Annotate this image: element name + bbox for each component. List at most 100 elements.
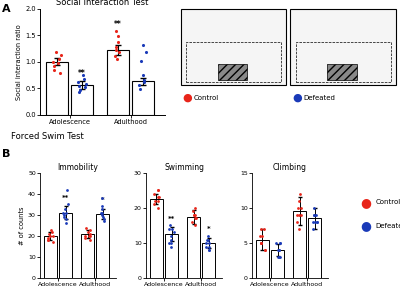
Point [45, 238, 52, 243]
Point [168, 234, 174, 238]
Point [75, 79, 81, 84]
Point [155, 195, 161, 200]
Point [63, 210, 69, 215]
Text: Defeated: Defeated [303, 95, 335, 101]
Y-axis label: Social interaction ratio: Social interaction ratio [16, 24, 22, 99]
Point [86, 234, 92, 238]
Point [206, 248, 212, 252]
Point [50, 240, 56, 245]
Point [62, 221, 69, 226]
Bar [132, 81, 154, 115]
Title: Social Interaction Test: Social Interaction Test [56, 0, 149, 7]
Point [76, 90, 83, 95]
Point [261, 248, 268, 252]
Text: **: ** [62, 195, 69, 201]
Bar [293, 211, 306, 278]
Point [76, 84, 83, 89]
Point [156, 195, 162, 200]
Point [312, 213, 319, 217]
Point [50, 234, 56, 238]
Point [62, 217, 69, 221]
Point [86, 234, 93, 238]
Point [116, 50, 122, 54]
Point [191, 213, 197, 217]
Point [137, 87, 144, 91]
Point [170, 230, 177, 235]
Point [258, 241, 264, 245]
Point [262, 248, 268, 252]
Point [258, 226, 264, 231]
Point [192, 205, 198, 210]
Point [273, 241, 279, 245]
Point [82, 234, 88, 238]
Point [295, 226, 302, 231]
Point [61, 215, 67, 219]
Point [80, 73, 86, 77]
Text: *: * [101, 197, 104, 203]
Point [142, 50, 149, 54]
Text: **: ** [168, 216, 175, 222]
Point [166, 226, 172, 231]
Point [204, 237, 210, 242]
Text: **: ** [78, 69, 86, 78]
Point [152, 198, 158, 203]
Point [276, 255, 283, 260]
Point [259, 234, 265, 238]
Point [48, 227, 55, 232]
Point [85, 229, 91, 234]
Point [311, 205, 317, 210]
Point [154, 188, 161, 193]
Point [65, 202, 71, 207]
Point [57, 71, 64, 76]
Point [169, 226, 176, 231]
Point [61, 213, 68, 217]
Point [98, 206, 105, 211]
Point [206, 244, 212, 249]
Point [138, 58, 144, 63]
Point [87, 238, 93, 243]
Point [47, 234, 53, 238]
Point [298, 205, 305, 210]
Point [188, 220, 195, 224]
Point [112, 54, 118, 59]
Point [141, 79, 147, 84]
Text: Control: Control [194, 95, 219, 101]
Bar [187, 217, 200, 278]
Text: Forced Swim Test: Forced Swim Test [11, 132, 84, 141]
Point [203, 241, 210, 245]
Text: ●: ● [183, 93, 192, 103]
Point [294, 213, 300, 217]
Point [295, 205, 301, 210]
Point [53, 50, 59, 54]
Bar [271, 250, 284, 278]
Bar [96, 214, 109, 278]
Point [98, 196, 105, 200]
Point [82, 236, 88, 240]
Point [166, 241, 173, 245]
Point [314, 220, 320, 224]
Bar [71, 85, 93, 115]
Text: B: B [2, 149, 10, 160]
Point [206, 248, 213, 252]
Point [113, 48, 120, 52]
Text: Defeated: Defeated [375, 223, 400, 229]
Point [260, 226, 267, 231]
Point [98, 210, 104, 215]
Point [45, 236, 52, 240]
Point [99, 213, 105, 217]
Point [140, 42, 146, 47]
Point [168, 237, 174, 242]
Point [275, 255, 281, 260]
Bar [165, 234, 178, 278]
Text: ●: ● [360, 219, 371, 232]
Point [191, 213, 198, 217]
Point [81, 76, 87, 81]
Point [50, 59, 56, 64]
Bar [256, 239, 269, 278]
Point [192, 213, 198, 217]
Text: **: ** [114, 20, 122, 29]
Point [76, 88, 83, 93]
Point [60, 210, 66, 215]
Point [136, 83, 142, 88]
Point [276, 241, 283, 245]
